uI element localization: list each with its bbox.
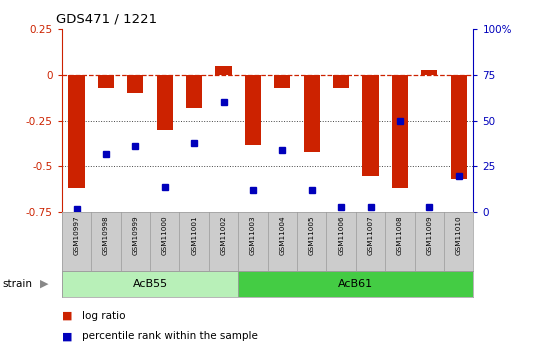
Bar bbox=[451, 75, 467, 179]
Bar bbox=[216, 66, 232, 75]
Text: GSM11009: GSM11009 bbox=[426, 215, 433, 255]
Text: GSM10998: GSM10998 bbox=[103, 215, 109, 255]
Text: GSM11008: GSM11008 bbox=[397, 215, 403, 255]
Text: GSM11007: GSM11007 bbox=[367, 215, 373, 255]
Bar bbox=[68, 75, 84, 188]
Bar bbox=[303, 75, 320, 152]
Bar bbox=[363, 75, 379, 176]
Bar bbox=[421, 70, 437, 75]
Text: GSM11001: GSM11001 bbox=[191, 215, 197, 255]
Bar bbox=[274, 75, 291, 88]
Text: AcB61: AcB61 bbox=[338, 279, 373, 289]
Text: GSM11010: GSM11010 bbox=[456, 215, 462, 255]
Bar bbox=[238, 271, 473, 297]
Text: ■: ■ bbox=[62, 311, 73, 321]
Bar bbox=[186, 75, 202, 108]
Text: GSM11004: GSM11004 bbox=[279, 215, 285, 255]
Bar bbox=[245, 75, 261, 145]
Text: ▶: ▶ bbox=[40, 279, 49, 289]
Bar bbox=[157, 75, 173, 130]
Bar bbox=[392, 75, 408, 188]
Bar bbox=[98, 75, 114, 88]
Text: GDS471 / 1221: GDS471 / 1221 bbox=[56, 13, 158, 26]
Text: GSM11002: GSM11002 bbox=[221, 215, 226, 255]
Text: GSM10999: GSM10999 bbox=[132, 215, 138, 255]
Bar bbox=[128, 75, 144, 93]
Text: GSM10997: GSM10997 bbox=[74, 215, 80, 255]
Text: GSM11003: GSM11003 bbox=[250, 215, 256, 255]
Text: GSM11005: GSM11005 bbox=[309, 215, 315, 255]
Text: GSM11006: GSM11006 bbox=[338, 215, 344, 255]
Bar bbox=[333, 75, 349, 88]
Text: percentile rank within the sample: percentile rank within the sample bbox=[82, 332, 258, 341]
Text: ■: ■ bbox=[62, 332, 73, 341]
Text: AcB55: AcB55 bbox=[132, 279, 168, 289]
Bar bbox=[62, 271, 238, 297]
Text: GSM11000: GSM11000 bbox=[162, 215, 168, 255]
Text: strain: strain bbox=[3, 279, 33, 289]
Text: log ratio: log ratio bbox=[82, 311, 126, 321]
